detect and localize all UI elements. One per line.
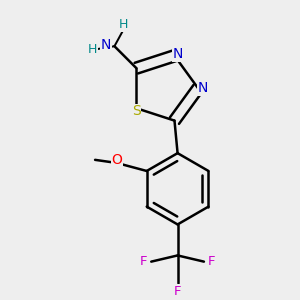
Text: N: N xyxy=(101,38,111,52)
Text: F: F xyxy=(140,255,147,268)
Text: F: F xyxy=(174,285,181,298)
Text: H: H xyxy=(88,43,98,56)
Text: O: O xyxy=(111,153,122,167)
Text: N: N xyxy=(172,47,183,61)
Text: S: S xyxy=(132,104,141,118)
Text: N: N xyxy=(197,81,208,95)
Text: H: H xyxy=(119,18,128,31)
Text: F: F xyxy=(208,255,215,268)
